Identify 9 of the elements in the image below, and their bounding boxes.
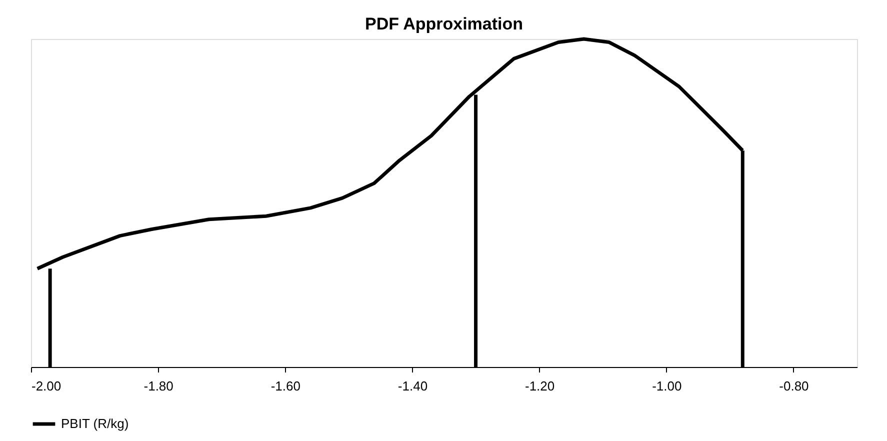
x-tick-label: -1.40 (398, 378, 428, 394)
x-tick-label: -1.00 (652, 378, 682, 394)
x-tick-label: -1.60 (270, 378, 300, 394)
chart-title: PDF Approximation (364, 14, 524, 34)
x-tick-label: -0.80 (779, 378, 809, 394)
legend-label: PBIT (R/kg) (61, 416, 129, 431)
x-tick-label: -1.80 (144, 378, 174, 394)
x-tick-label: -2.00 (32, 378, 62, 394)
x-tick-label: -1.20 (524, 378, 555, 394)
